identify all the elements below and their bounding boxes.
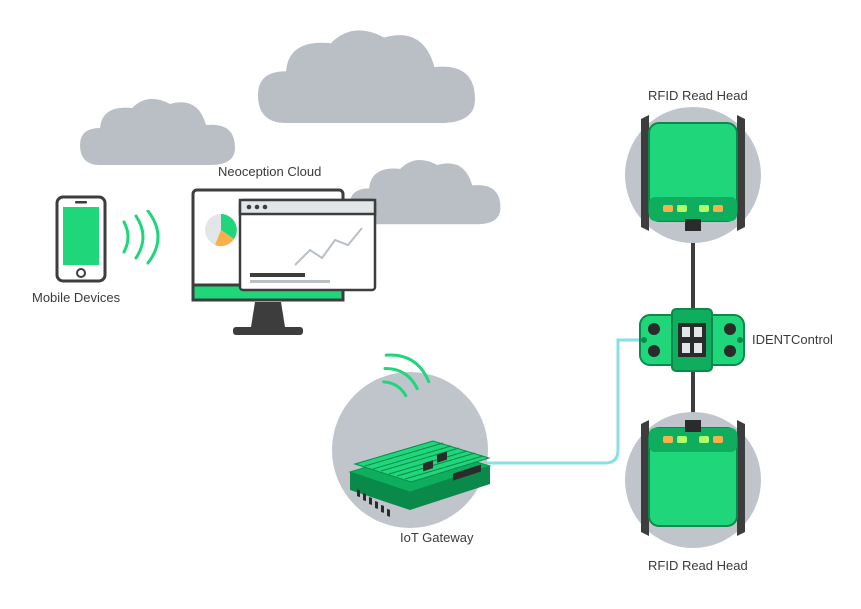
- label-rfid-top: RFID Read Head: [648, 88, 748, 103]
- identcontrol-icon: [638, 305, 746, 375]
- iot-gateway-icon: [335, 400, 505, 520]
- wifi-arcs-phone: [116, 210, 171, 265]
- diagram-stage: Mobile Devices Neoception Cloud IoT Gate…: [0, 0, 861, 609]
- rfid-head-bottom-icon: [635, 420, 751, 540]
- label-mobile-devices: Mobile Devices: [32, 290, 120, 305]
- rfid-head-top-icon: [635, 115, 751, 235]
- mobile-device-icon: [55, 195, 107, 283]
- label-rfid-bottom: RFID Read Head: [648, 558, 748, 573]
- cloud-monitor-icon: [185, 182, 385, 357]
- label-identcontrol: IDENTControl: [752, 332, 833, 347]
- label-iot-gateway: IoT Gateway: [400, 530, 473, 545]
- label-neoception-cloud: Neoception Cloud: [218, 164, 321, 179]
